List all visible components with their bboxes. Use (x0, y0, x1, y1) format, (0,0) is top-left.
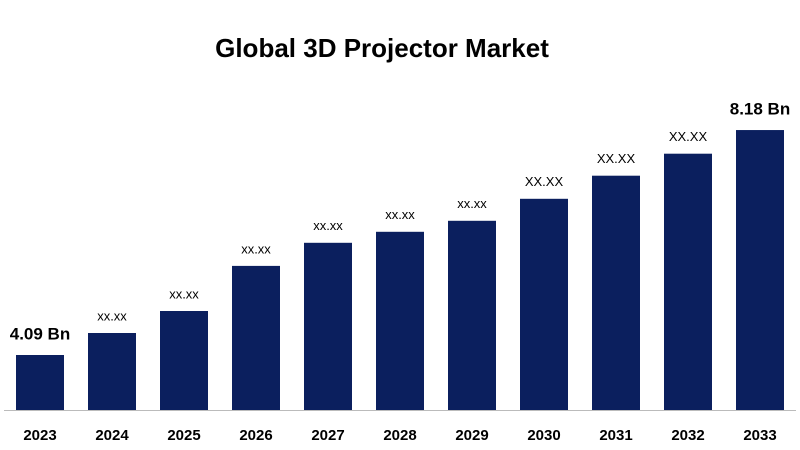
x-tick-label: 2028 (383, 427, 416, 444)
value-label: xx.xx (169, 286, 199, 301)
x-tick-label: 2031 (599, 427, 632, 444)
bar (376, 231, 424, 410)
value-label: xx.xx (457, 196, 487, 211)
chart-title: Global 3D Projector Market (215, 33, 549, 63)
value-label: xx.xx (97, 308, 127, 323)
x-tick-label: 2025 (167, 427, 200, 444)
x-tick-label: 2030 (527, 427, 560, 444)
bar (664, 153, 712, 410)
value-label: XX.XX (597, 151, 636, 166)
bar (88, 333, 136, 410)
x-tick-label: 2027 (311, 427, 344, 444)
value-label: 8.18 Bn (730, 100, 790, 119)
bar (736, 130, 784, 411)
value-label: xx.xx (385, 207, 415, 222)
value-label: XX.XX (669, 129, 708, 144)
bar (232, 265, 280, 410)
x-tick-label: 2029 (455, 427, 488, 444)
x-tick-label: 2023 (23, 427, 56, 444)
bar (304, 242, 352, 410)
x-tick-label: 2026 (239, 427, 272, 444)
value-label: XX.XX (525, 174, 564, 189)
value-label: xx.xx (241, 241, 271, 256)
bar (592, 175, 640, 410)
value-label: 4.09 Bn (10, 324, 70, 343)
bar (520, 198, 568, 410)
bar (448, 220, 496, 410)
bar (160, 311, 208, 410)
value-label: xx.xx (313, 218, 343, 233)
x-tick-label: 2024 (95, 427, 129, 444)
x-tick-label: 2032 (671, 427, 704, 444)
x-tick-label: 2033 (743, 427, 776, 444)
bar (16, 355, 64, 410)
